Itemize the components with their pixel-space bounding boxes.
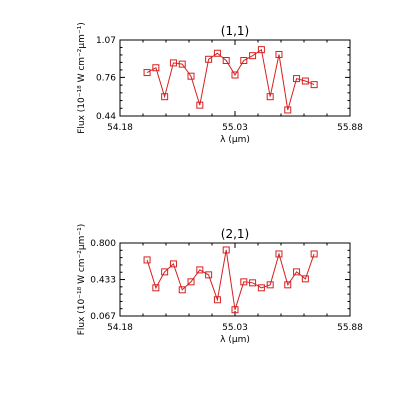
data-point	[152, 284, 160, 292]
data-point	[249, 52, 257, 60]
data-point	[266, 93, 274, 101]
x-axis-label: λ (μm)	[220, 135, 250, 145]
x-tick-label: 54.18	[107, 123, 133, 133]
data-point	[213, 296, 221, 304]
y-tick-label: 0.800	[90, 239, 116, 249]
y-tick-label: 1.07	[96, 36, 116, 46]
data-point	[310, 250, 318, 258]
data-point	[187, 278, 195, 286]
data-point	[169, 260, 177, 268]
data-point	[257, 284, 265, 292]
data-point	[310, 81, 318, 89]
data-point	[231, 306, 239, 314]
series-line	[146, 249, 315, 310]
data-point	[178, 60, 186, 68]
y-axis-label: Flux (10⁻¹⁸ W cm⁻²μm⁻¹)	[77, 22, 87, 134]
y-axis-label: Flux (10⁻¹⁸ W cm⁻²μm⁻¹)	[77, 224, 87, 336]
data-point	[301, 77, 309, 85]
chart-title: (2,1)	[221, 227, 249, 241]
x-tick-label: 54.18	[107, 323, 133, 333]
y-tick-label: 0.433	[90, 276, 116, 286]
data-point	[240, 278, 248, 286]
data-point	[178, 286, 186, 294]
chart-panel-2: (2,1) 0.067 0.433 0.800 54.18 55.03 55.88 λ (μm…	[77, 224, 363, 345]
data-point	[196, 101, 204, 109]
chart-title: (1,1)	[221, 24, 249, 38]
plot-frame	[119, 242, 351, 317]
data-point	[293, 268, 301, 276]
x-tick-label: 55.03	[222, 323, 248, 333]
x-tick-label: 55.88	[337, 123, 363, 133]
x-axis-label: λ (μm)	[220, 335, 250, 345]
data-point	[222, 246, 230, 254]
y-tick-label: 0.067	[90, 312, 116, 322]
x-tick-label: 55.88	[337, 323, 363, 333]
data-point	[213, 49, 221, 57]
data-point	[284, 281, 292, 289]
data-point	[240, 57, 248, 65]
data-point	[284, 106, 292, 114]
data-point	[161, 93, 169, 101]
data-point	[275, 250, 283, 258]
data-point	[205, 271, 213, 279]
data-point	[257, 46, 265, 54]
data-point	[205, 55, 213, 63]
data-point	[249, 279, 257, 287]
chart-panel-1: (1,1) 0.44 0.76 1.07 54.18 55.03 55.88 λ (μm) Fl…	[77, 22, 363, 145]
x-tick-label: 55.03	[222, 123, 248, 133]
data-point	[293, 75, 301, 83]
series-line	[146, 48, 315, 111]
data-point	[222, 57, 230, 65]
data-point	[231, 71, 239, 79]
data-point	[301, 275, 309, 283]
data-point	[143, 69, 151, 77]
data-point	[187, 72, 195, 80]
data-point	[152, 64, 160, 72]
data-point	[169, 59, 177, 67]
y-tick-label: 0.76	[96, 73, 116, 83]
data-point	[266, 281, 274, 289]
data-point	[275, 50, 283, 58]
y-tick-label: 0.44	[96, 112, 116, 122]
data-point	[196, 266, 204, 274]
data-point	[161, 268, 169, 276]
data-point	[143, 256, 151, 264]
